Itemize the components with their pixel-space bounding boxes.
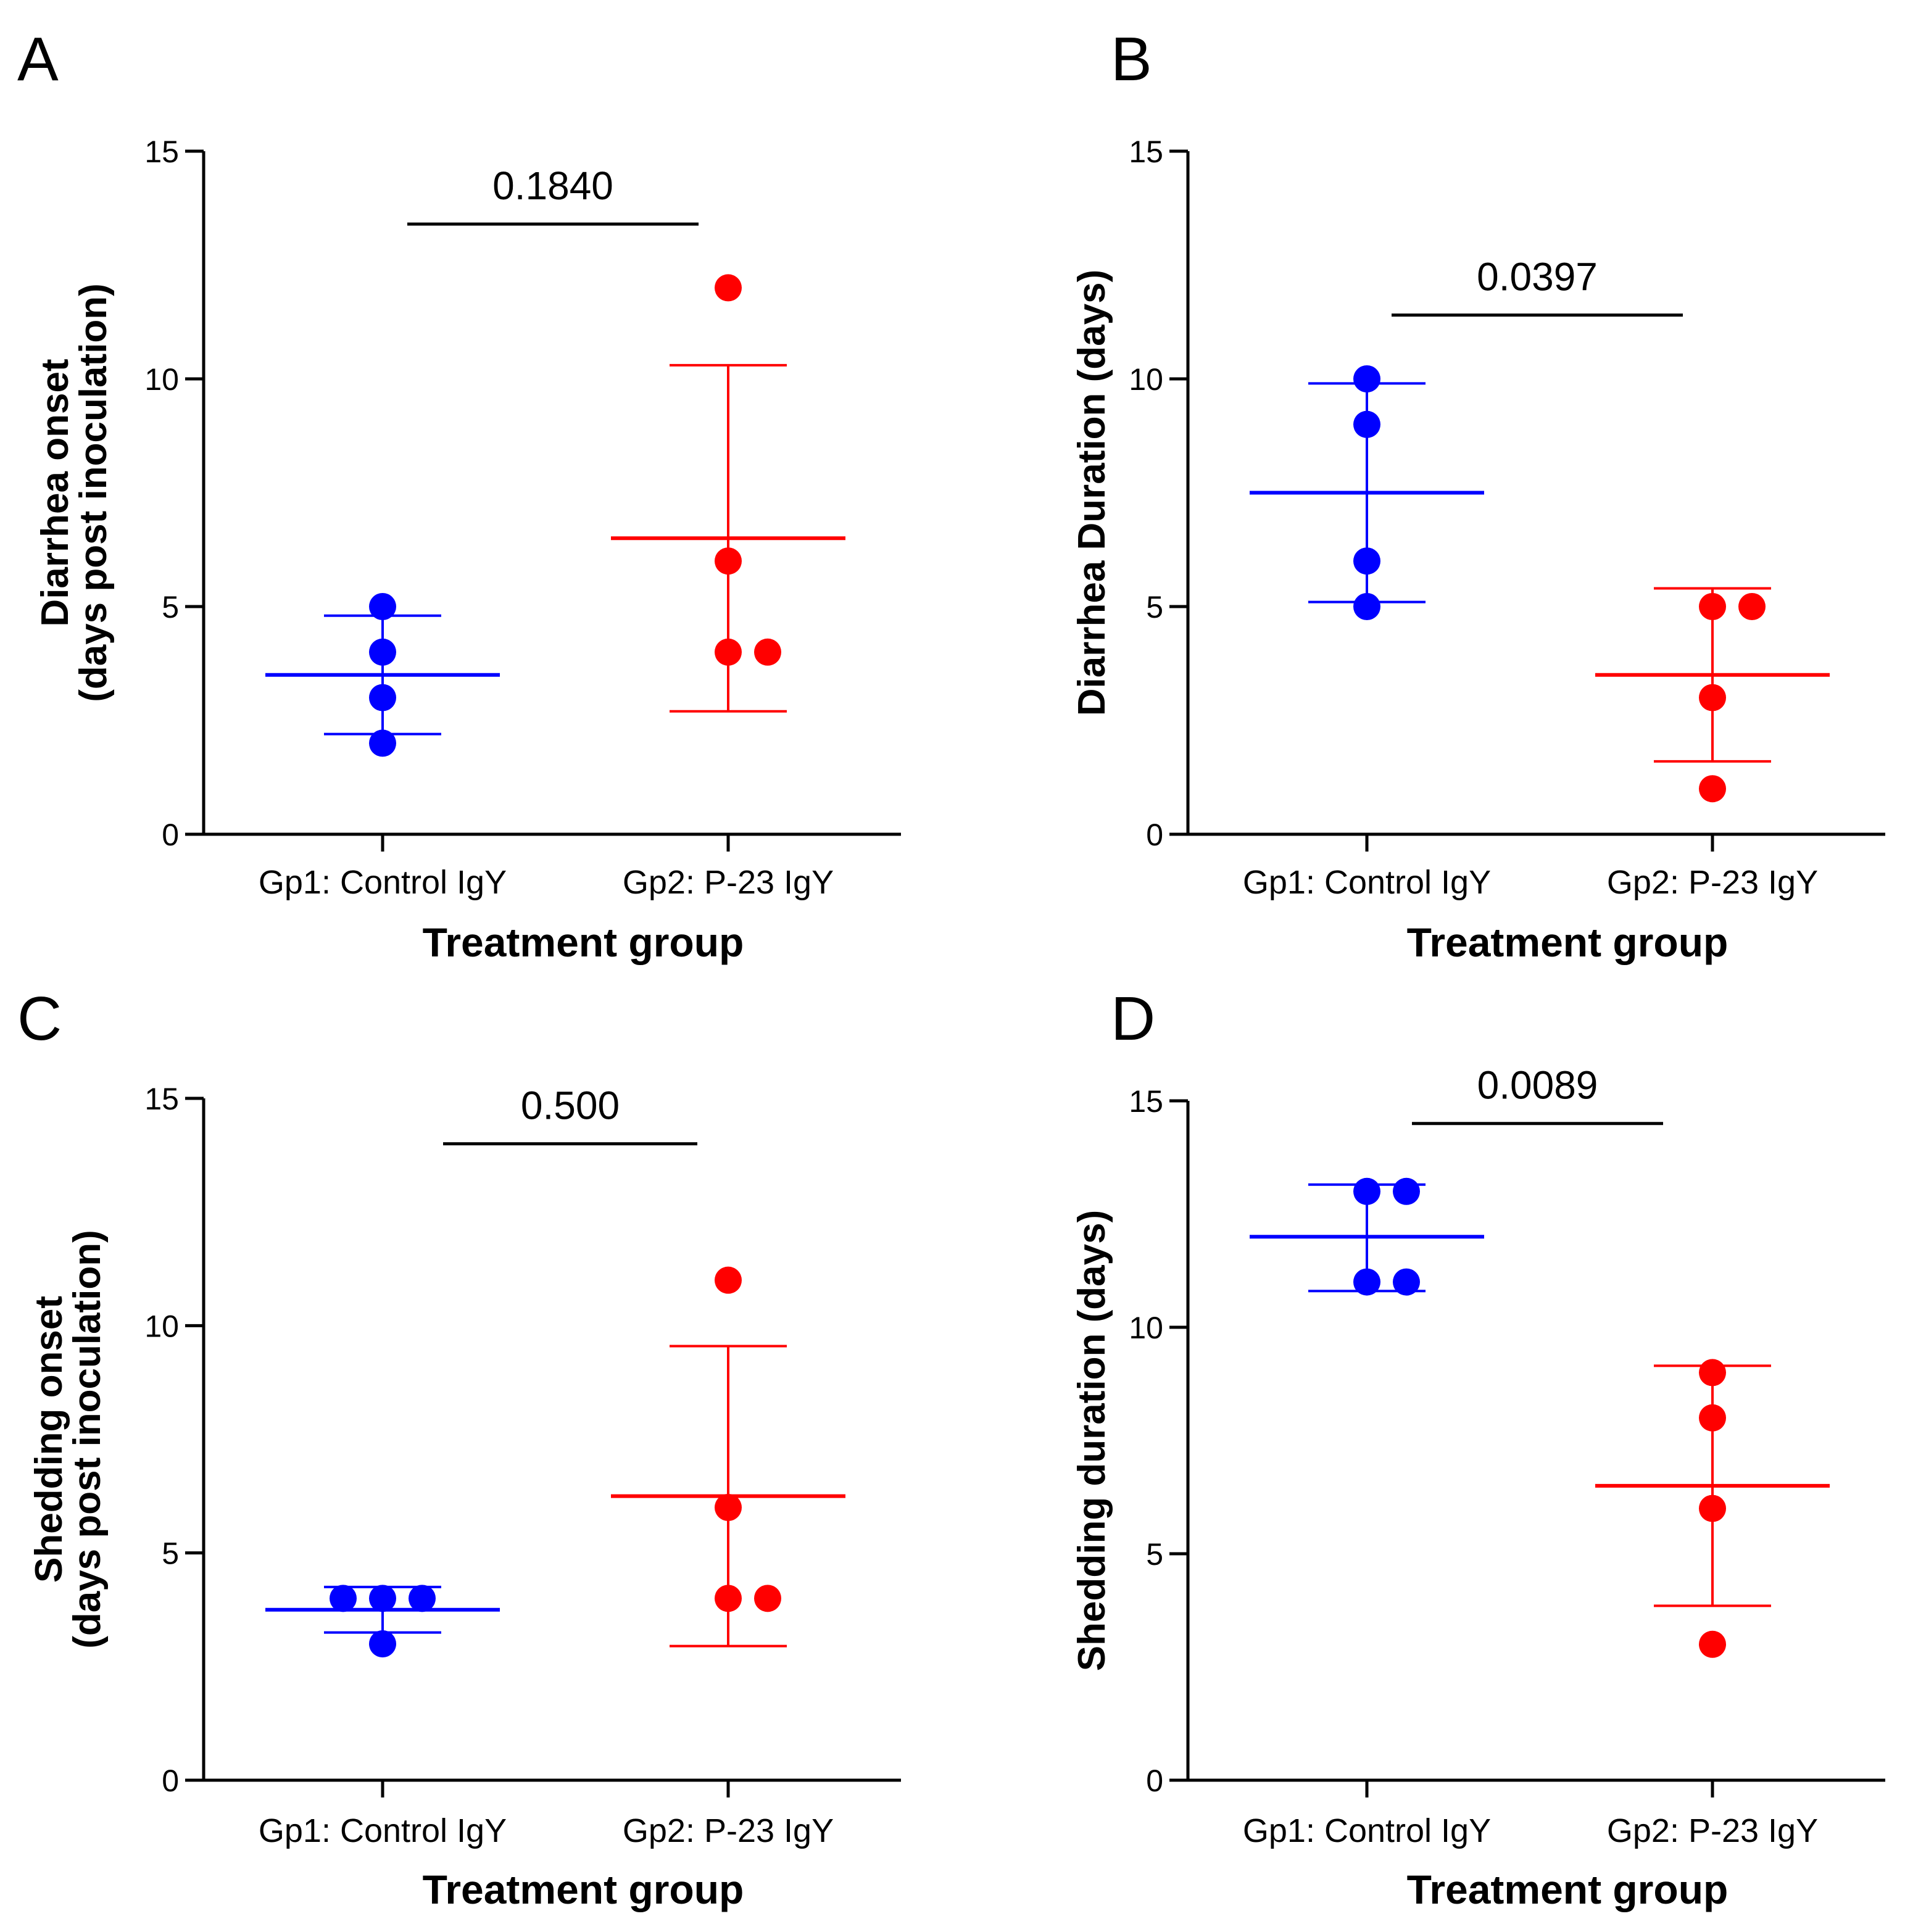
x-axis-label: Treatment group	[1407, 1867, 1729, 1912]
data-point	[1699, 1404, 1726, 1432]
data-point	[369, 1630, 396, 1657]
category-label: Gp2: P-23 IgY	[1607, 864, 1818, 901]
pvalue-label: 0.1840	[492, 164, 613, 208]
x-axis-label: Treatment group	[1407, 919, 1729, 965]
data-point	[715, 274, 742, 302]
y-tick-label: 5	[1146, 590, 1163, 624]
data-point	[369, 729, 396, 757]
data-point	[715, 1585, 742, 1612]
data-point	[369, 684, 396, 711]
panel-letter: C	[17, 984, 62, 1053]
panel-d: D 0 5 10 15 Shedding duration (days) Treatment…	[1071, 984, 1885, 1912]
data-point	[715, 638, 742, 666]
data-point	[1699, 1630, 1726, 1658]
y-tick-label: 0	[162, 818, 179, 852]
y-tick-label: 15	[1129, 135, 1163, 169]
category-label: Gp1: Control IgY	[259, 1812, 507, 1849]
y-tick-label: 5	[162, 1536, 179, 1571]
y-axis-label: Diarrhea onset	[34, 359, 77, 626]
x-axis-label: Treatment group	[423, 919, 744, 965]
data-point	[1738, 593, 1766, 620]
data-point	[1353, 1268, 1380, 1296]
data-point	[1699, 593, 1726, 620]
panel-b: B 0 5 10 15 Diarrhea Duration (days) Treatment…	[1071, 25, 1885, 965]
panel-letter: A	[17, 25, 59, 94]
data-point	[1699, 1495, 1726, 1522]
data-point	[754, 638, 781, 666]
y-tick-label: 10	[144, 1309, 179, 1343]
y-tick-label: 10	[1129, 1311, 1163, 1345]
y-axis-label: (days post inoculation)	[72, 283, 115, 702]
data-point	[369, 593, 396, 620]
category-label: Gp1: Control IgY	[1243, 864, 1491, 901]
y-tick-label: 5	[1146, 1537, 1163, 1572]
category-label: Gp2: P-23 IgY	[1607, 1812, 1818, 1849]
pvalue-label: 0.0089	[1477, 1063, 1598, 1108]
y-axis-label: (days post inoculation)	[66, 1230, 109, 1649]
data-point	[1353, 365, 1380, 392]
data-point	[1353, 547, 1380, 575]
data-point	[330, 1585, 357, 1612]
data-point	[754, 1585, 781, 1612]
series-treatment	[1595, 587, 1830, 803]
data-point	[1393, 1177, 1420, 1205]
data-point	[1353, 1177, 1380, 1205]
series-control	[265, 593, 500, 757]
y-tick-label: 0	[1146, 1764, 1163, 1798]
category-label: Gp2: P-23 IgY	[623, 1812, 834, 1849]
pvalue-label: 0.500	[521, 1084, 620, 1128]
panel-letter: B	[1111, 25, 1152, 94]
y-tick-label: 15	[144, 1082, 179, 1116]
y-tick-label: 15	[1129, 1084, 1163, 1119]
y-tick-label: 10	[144, 362, 179, 397]
y-tick-label: 5	[162, 590, 179, 624]
panel-c: C 0 5 10 15 Shedding onset(days post inoculat…	[17, 984, 901, 1912]
panel-a: A 0 5 10 15 Diarrhea onset(days post inoculat…	[17, 25, 901, 965]
data-point	[369, 638, 396, 666]
data-point	[715, 547, 742, 575]
pvalue-label: 0.0397	[1477, 255, 1598, 299]
data-point	[369, 1585, 396, 1612]
data-point	[409, 1585, 436, 1612]
category-label: Gp1: Control IgY	[259, 864, 507, 901]
category-label: Gp1: Control IgY	[1243, 1812, 1491, 1849]
series-treatment	[1595, 1359, 1830, 1658]
y-tick-label: 15	[144, 135, 179, 169]
category-label: Gp2: P-23 IgY	[623, 864, 834, 901]
data-point	[715, 1494, 742, 1521]
y-tick-label: 0	[1146, 818, 1163, 852]
y-axis-label: Shedding onset	[28, 1296, 70, 1583]
data-point	[1699, 684, 1726, 711]
series-treatment	[611, 1266, 845, 1648]
y-tick-label: 0	[162, 1764, 179, 1798]
y-tick-label: 10	[1129, 362, 1163, 397]
y-axis-label: Shedding duration (days)	[1071, 1210, 1113, 1671]
series-control	[1250, 1177, 1484, 1296]
x-axis-label: Treatment group	[423, 1867, 744, 1912]
data-point	[1353, 593, 1380, 620]
data-point	[1393, 1268, 1420, 1296]
series-treatment	[611, 274, 845, 713]
series-control	[265, 1585, 500, 1657]
series-control	[1250, 365, 1484, 620]
data-point	[1699, 775, 1726, 803]
data-point	[715, 1266, 742, 1294]
data-point	[1699, 1359, 1726, 1387]
data-point	[1353, 410, 1380, 438]
y-axis-label: Diarrhea Duration (days)	[1071, 270, 1113, 716]
panel-letter: D	[1111, 984, 1155, 1053]
